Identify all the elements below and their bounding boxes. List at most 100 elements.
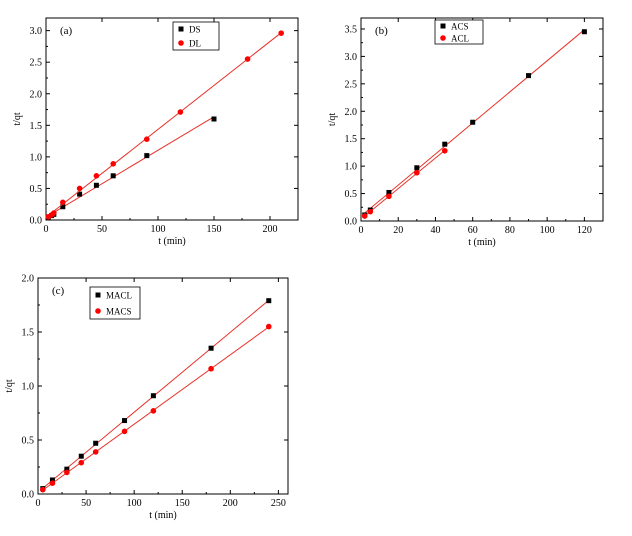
data-point-MACL <box>122 418 128 424</box>
x-tick-label: 0 <box>44 224 49 235</box>
data-point-DL <box>110 161 116 167</box>
x-tick-label: 100 <box>127 498 142 509</box>
y-tick-label: 0.0 <box>345 217 358 228</box>
y-tick-label: 1.5 <box>345 134 358 145</box>
y-tick-label: 0.5 <box>22 436 35 447</box>
y-tick-label: 1.5 <box>30 121 43 132</box>
legend-label: MACL <box>106 291 132 301</box>
data-point-DL <box>244 56 251 62</box>
x-tick-label: 150 <box>175 498 190 509</box>
data-point-ACL <box>414 169 420 176</box>
x-tick-label: 200 <box>263 224 278 235</box>
x-axis-label: t (min) <box>149 510 177 521</box>
legend-marker <box>178 26 184 32</box>
data-point-MACL <box>64 466 70 472</box>
data-point-ACS <box>442 141 448 147</box>
x-tick-label: 40 <box>430 225 440 236</box>
data-point-MACL <box>49 477 55 483</box>
data-point-MACS <box>121 428 128 435</box>
legend-marker <box>440 35 446 41</box>
data-point-DL <box>144 136 150 142</box>
data-point-ACS <box>470 119 476 125</box>
x-tick-label: 200 <box>223 498 238 509</box>
data-point-DS <box>211 116 217 122</box>
x-tick-label: 250 <box>271 498 286 509</box>
y-tick-label: 1.0 <box>345 162 358 173</box>
data-point-MACS <box>150 408 157 414</box>
chart-panel-2: 0 50 100 150 200 250 0.0 0.5 1.0 1.5 2.0 t (min) t/q… <box>4 274 289 521</box>
y-tick-label: 1.0 <box>30 152 43 163</box>
x-tick-label: 150 <box>207 224 222 235</box>
data-point-MACS <box>208 365 214 372</box>
data-point-MACS <box>265 323 272 330</box>
y-tick-label: 1.5 <box>22 328 35 339</box>
legend-label: ACS <box>451 22 469 32</box>
panel-label: (c) <box>52 285 65 297</box>
y-axis-label: t/qt <box>327 113 338 127</box>
data-point-ACS <box>414 165 420 171</box>
x-tick-label: 60 <box>468 225 478 236</box>
legend-label: ACL <box>451 34 469 44</box>
y-tick-label: 2.5 <box>345 79 358 90</box>
data-point-DL <box>177 109 184 115</box>
panel-label: (a) <box>60 25 73 37</box>
y-tick-label: 3.5 <box>345 24 358 35</box>
fit-line-DL <box>47 32 282 216</box>
legend-marker <box>440 23 446 29</box>
x-tick-label: 0 <box>36 498 41 509</box>
x-tick-label: 0 <box>359 225 364 236</box>
data-point-ACL <box>367 208 374 215</box>
plot-frame <box>360 17 604 222</box>
data-point-DL <box>93 173 100 179</box>
legend-marker <box>95 292 101 298</box>
data-point-DS <box>144 153 150 159</box>
x-tick-label: 50 <box>97 224 107 235</box>
data-point-ACL <box>441 147 448 154</box>
fit-line-DS <box>47 116 215 217</box>
y-tick-label: 2.0 <box>345 107 358 118</box>
data-point-MACL <box>208 345 214 351</box>
data-point-DL <box>278 30 285 36</box>
plot-frame <box>45 17 299 221</box>
data-point-ACS <box>581 29 587 35</box>
chart-panel-1: 0 20 40 60 80 100 120 0.0 0.5 1.0 1.5 2.0 2.5 3.0 3.5 t… <box>327 17 604 248</box>
data-point-ACS <box>386 189 392 195</box>
data-point-MACL <box>78 453 84 459</box>
y-axis-label: t/qt <box>4 379 15 393</box>
data-point-DS <box>93 182 99 188</box>
legend-label: DL <box>189 39 201 49</box>
data-point-DS <box>110 173 116 179</box>
data-point-DS <box>77 191 83 197</box>
y-tick-label: 2.0 <box>30 89 43 100</box>
data-point-MACS <box>92 449 99 455</box>
y-tick-label: 3.0 <box>30 26 43 37</box>
x-axis-label: t (min) <box>468 237 496 248</box>
fit-line-ACL <box>364 150 446 217</box>
data-point-DL <box>60 199 66 206</box>
x-tick-label: 50 <box>81 498 91 509</box>
fit-line-MACS <box>42 326 270 491</box>
data-point-MACS <box>78 459 85 466</box>
data-point-ACL <box>386 193 392 200</box>
legend-marker <box>178 40 184 46</box>
y-tick-label: 1.0 <box>22 382 35 393</box>
x-tick-label: 120 <box>577 225 592 236</box>
panel-label: (b) <box>375 25 388 37</box>
x-tick-label: 100 <box>540 225 555 236</box>
legend-marker <box>95 308 101 314</box>
data-point-MACS <box>64 469 70 476</box>
y-tick-label: 0.0 <box>22 490 35 501</box>
chart-panel-0: 0 50 100 150 200 0.0 0.5 1.0 1.5 2.0 2.5 3.0 t (min)… <box>12 17 299 247</box>
data-point-ACL <box>361 213 368 219</box>
data-point-MACS <box>49 480 56 487</box>
y-tick-label: 3.0 <box>345 52 358 63</box>
y-tick-label: 2.0 <box>22 274 35 285</box>
x-tick-label: 100 <box>151 224 166 235</box>
legend-label: MACS <box>106 307 132 317</box>
data-point-MACS <box>40 486 46 493</box>
y-tick-label: 0.5 <box>30 184 43 195</box>
x-axis-label: t (min) <box>158 236 186 247</box>
y-axis-label: t/qt <box>12 112 23 126</box>
x-tick-label: 80 <box>505 225 515 236</box>
